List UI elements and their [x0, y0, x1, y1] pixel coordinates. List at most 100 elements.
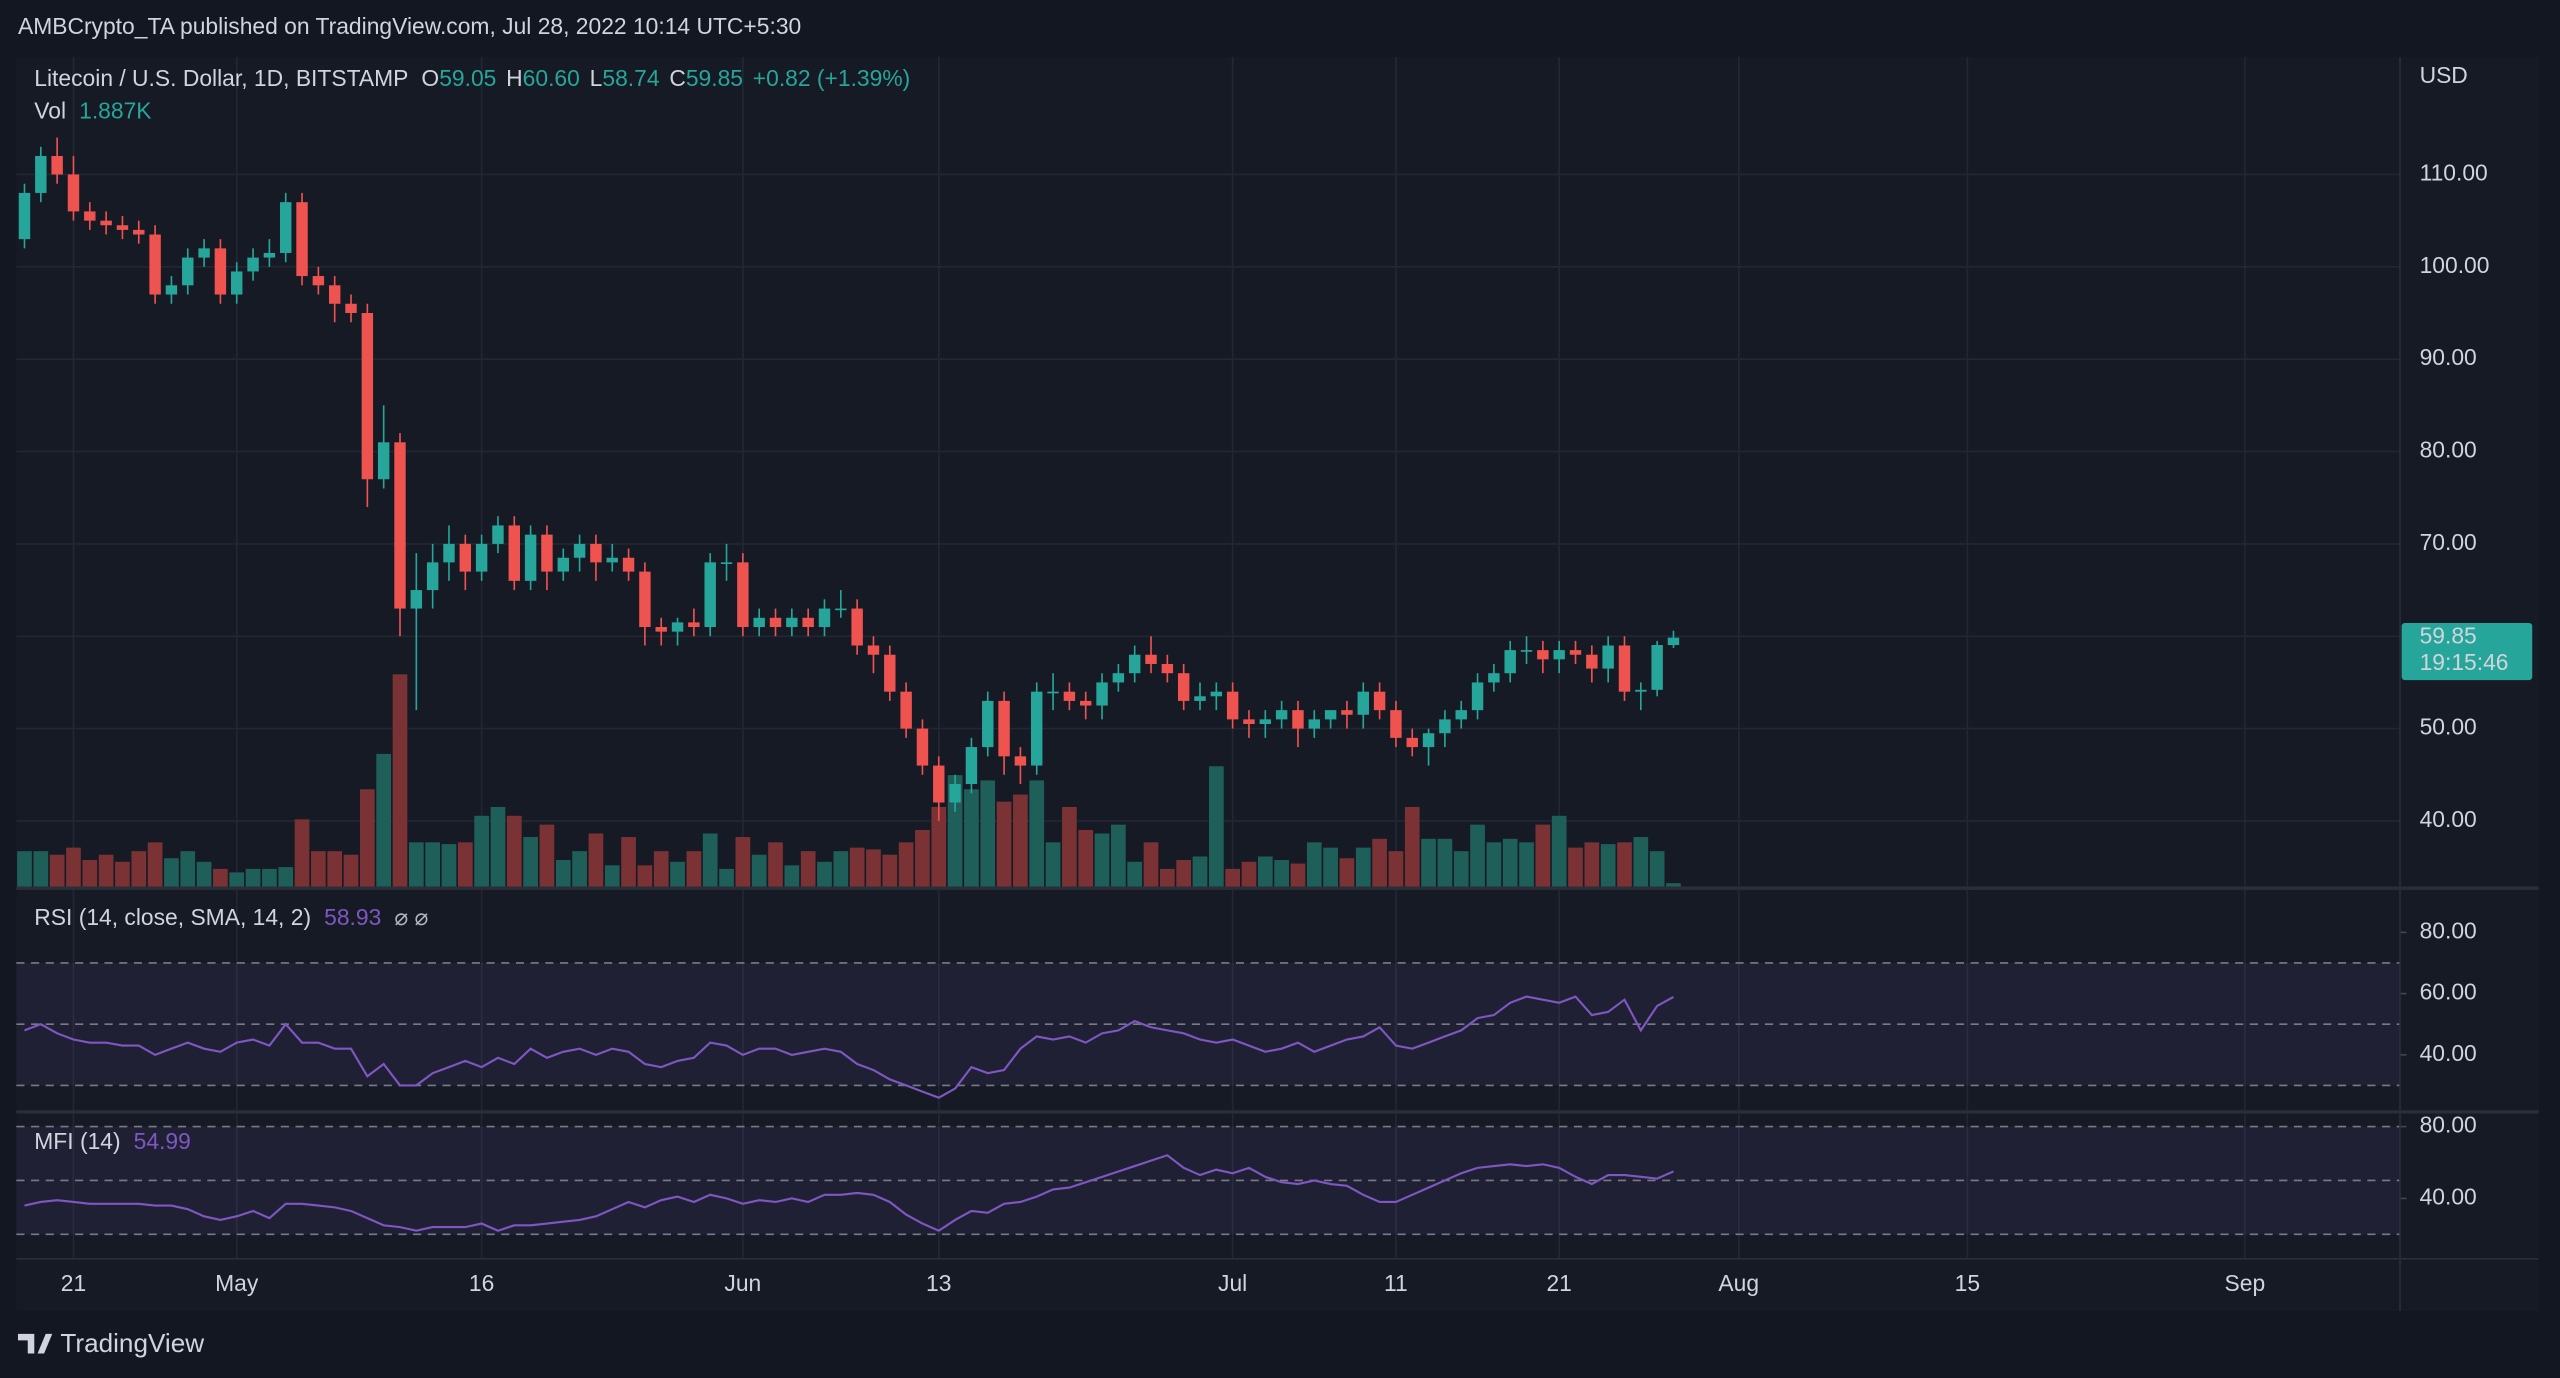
candle-body — [1194, 696, 1206, 701]
volume-bar — [1551, 815, 1567, 887]
volume-bar — [751, 854, 767, 887]
candle-body — [655, 627, 667, 632]
symbol-title: Litecoin / U.S. Dollar, 1D, BITSTAMP — [34, 65, 408, 91]
y-tick-label: 70.00 — [2420, 529, 2477, 555]
candle-body — [1618, 645, 1631, 692]
candle-body — [1031, 691, 1043, 766]
volume-bar — [441, 844, 457, 887]
candle-body — [1390, 710, 1402, 738]
candle-body — [900, 691, 912, 729]
indicator-line — [24, 1154, 1674, 1232]
candle-body — [410, 590, 423, 609]
candle-body — [1373, 691, 1386, 711]
volume-bar — [637, 865, 653, 887]
candle-body — [377, 442, 390, 480]
candle-body — [998, 700, 1010, 757]
candle-body — [606, 557, 618, 563]
volume-bar — [1502, 838, 1518, 887]
volume-bar — [245, 868, 261, 887]
volume-bar — [947, 775, 963, 887]
candle-body — [639, 571, 651, 628]
y-tick-label: 100.00 — [2420, 252, 2490, 278]
candle-body — [1602, 645, 1614, 669]
x-tick-label: Aug — [1718, 1270, 1759, 1296]
volume-bar — [1633, 837, 1649, 887]
candle-body — [345, 303, 357, 313]
volume-bar — [1617, 842, 1632, 887]
candle-body — [688, 622, 700, 628]
candle-body — [443, 543, 455, 563]
rsi-title: RSI (14, close, SMA, 14, 2) — [34, 904, 311, 930]
candle-body — [1504, 650, 1516, 674]
plot: 21 May 16 Jun 13 Jul 11 21 Aug 15 Sep 40.00 50.00 60.… — [16, 57, 2489, 1296]
volume-bar — [343, 854, 359, 887]
candle-body — [198, 248, 210, 258]
rsi-value: 58.93 — [324, 904, 381, 930]
x-tick-label: Sep — [2225, 1270, 2266, 1296]
y-tick-label: 40.00 — [2420, 1183, 2477, 1209]
volume-bar — [1208, 766, 1224, 887]
candle-body — [1439, 719, 1451, 734]
volume-bar — [1355, 847, 1371, 887]
candle-body — [851, 608, 863, 646]
x-tick-label: 21 — [61, 1270, 86, 1296]
volume-bar — [1372, 838, 1387, 887]
volume-bar — [262, 868, 277, 887]
volume-legend: Vol 1.887K — [34, 98, 151, 124]
change: +0.82 (+1.39%) — [753, 65, 910, 91]
volume-bar — [33, 851, 49, 887]
volume-bar — [1062, 806, 1077, 887]
volume-bar — [964, 789, 979, 887]
ohlc-value: 60.60 — [523, 65, 580, 91]
candle-body — [247, 257, 259, 272]
volume-bar — [1192, 856, 1208, 887]
y-tick-label: 40.00 — [2420, 806, 2477, 832]
volume-bar — [457, 842, 473, 887]
candle-body — [51, 155, 63, 175]
volume-bar — [817, 861, 832, 887]
volume-bar — [653, 851, 669, 887]
candle-body — [524, 534, 537, 581]
volume-bar — [1519, 842, 1534, 887]
candle-body — [769, 617, 782, 628]
volume-bar — [425, 842, 440, 887]
ohlc-value: 59.85 — [686, 65, 743, 91]
candle-body — [1161, 663, 1174, 674]
ohlc-label: C — [669, 65, 686, 91]
candle-body — [1080, 700, 1092, 706]
y-tick-label: 80.00 — [2420, 917, 2477, 943]
candle-body — [231, 271, 243, 295]
candle-body — [1047, 691, 1059, 694]
volume-bar — [1437, 838, 1453, 887]
footer-brand: TradingView — [60, 1328, 204, 1358]
candle-body — [361, 312, 374, 480]
volume-bar — [686, 851, 702, 887]
candle-body — [1520, 650, 1533, 652]
ohlc-value: 59.05 — [439, 65, 496, 91]
candle-body — [982, 700, 994, 748]
candle-body — [1324, 710, 1337, 720]
volume-bar — [376, 753, 392, 887]
candle-body — [1128, 654, 1141, 674]
legend-header: Litecoin / U.S. Dollar, 1D, BITSTAMP O59.… — [34, 65, 910, 91]
candle-body — [1651, 645, 1663, 690]
volume-bar — [735, 837, 751, 887]
volume-bar — [719, 868, 734, 887]
candle-body — [1145, 654, 1157, 664]
candle-body — [786, 617, 798, 628]
candle-body — [1275, 710, 1288, 720]
volume-bar — [1470, 824, 1485, 887]
volume-bar — [1649, 851, 1665, 887]
volume-bar — [670, 861, 685, 887]
candle-body — [1210, 691, 1223, 697]
logo-icon — [17, 1333, 53, 1354]
volume-bar — [115, 861, 130, 887]
volume-bar — [66, 847, 81, 887]
volume-bar — [1176, 860, 1192, 887]
volume-bar — [1013, 794, 1028, 887]
volume-bar — [833, 851, 849, 887]
volume-bar — [1143, 842, 1159, 887]
candle-body — [1406, 737, 1418, 748]
rsi-symbols: ⌀ ⌀ — [394, 904, 428, 930]
volume-bar — [1290, 863, 1306, 887]
